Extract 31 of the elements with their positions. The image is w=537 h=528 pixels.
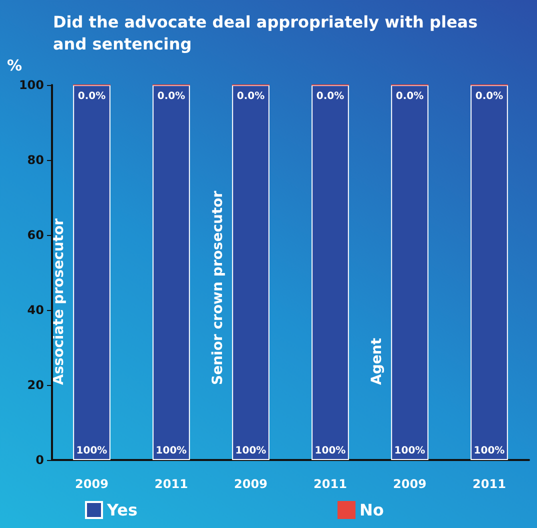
x-tick-label: 2011 bbox=[472, 477, 506, 491]
data-label: 100% bbox=[76, 446, 108, 456]
data-label: 100% bbox=[314, 446, 346, 456]
y-tick-label: 80 bbox=[27, 153, 44, 167]
data-label: 0.0% bbox=[396, 91, 424, 102]
x-tick-label: 2011 bbox=[154, 477, 188, 491]
data-label: 100% bbox=[156, 446, 187, 456]
x-tick-label: 2011 bbox=[314, 477, 347, 491]
y-tick-label: 100 bbox=[18, 78, 44, 92]
y-tick-label: 20 bbox=[27, 378, 44, 392]
legend-label: Yes bbox=[106, 500, 138, 520]
data-label: 100% bbox=[474, 446, 505, 456]
annotation: Agent bbox=[369, 338, 386, 385]
y-axis-title: % bbox=[6, 56, 22, 74]
data-label: 0.0% bbox=[236, 91, 265, 102]
y-tick-label: 60 bbox=[27, 228, 44, 242]
legend-label: No bbox=[359, 500, 384, 520]
data-label: 100% bbox=[235, 446, 266, 456]
data-label: 0.0% bbox=[316, 91, 344, 102]
x-tick-label: 2009 bbox=[393, 477, 426, 491]
data-label: 100% bbox=[394, 446, 426, 456]
data-label: 0.0% bbox=[475, 91, 504, 102]
chart-title: Did the advocate deal appropriately with pleas and sentencing bbox=[53, 12, 484, 54]
y-tick-label: 0 bbox=[36, 453, 44, 467]
y-tick-label: 40 bbox=[27, 303, 44, 317]
annotation: Senior crown prosecutor bbox=[210, 190, 226, 385]
x-tick-label: 2009 bbox=[234, 477, 268, 491]
x-tick-label: 2009 bbox=[75, 477, 108, 491]
annotation: Associate prosecutor bbox=[51, 218, 68, 385]
data-label: 0.0% bbox=[157, 91, 186, 102]
data-label: 0.0% bbox=[78, 91, 106, 102]
